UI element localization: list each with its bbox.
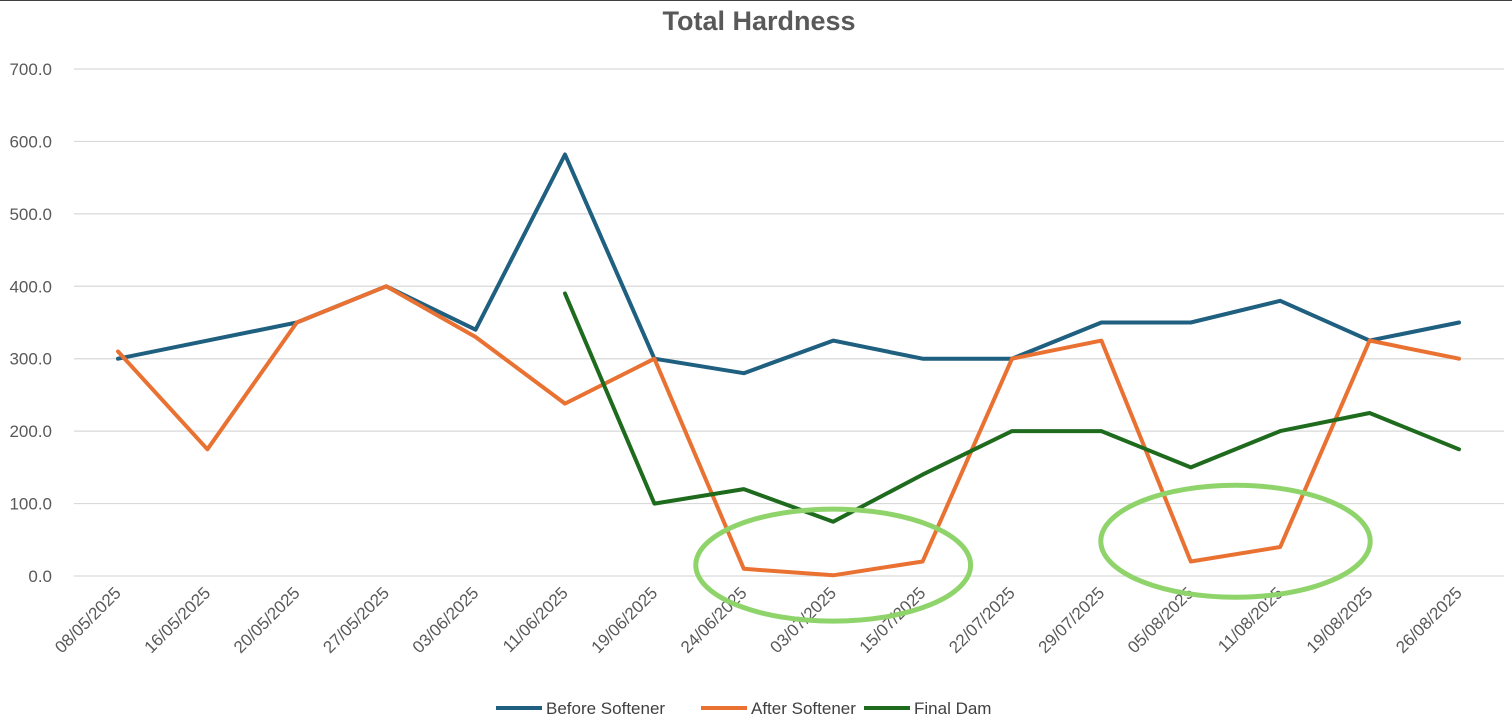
y-tick-label: 100.0 (9, 495, 52, 514)
y-tick-label: 300.0 (9, 350, 52, 369)
y-tick-label: 0.0 (28, 567, 52, 586)
legend-label: Before Softener (546, 699, 665, 718)
y-tick-label: 400.0 (9, 277, 52, 296)
legend-label: After Softener (751, 699, 856, 718)
series-line-after-softener (116, 284, 1461, 578)
chart-title: Total Hardness (662, 6, 855, 36)
highlight-ellipse (1098, 482, 1373, 600)
highlight-ellipse (693, 506, 974, 624)
highlight-annotations (693, 482, 1373, 624)
legend-label: Final Dam (914, 699, 991, 718)
y-axis-tick-labels: 0.0 100.0 200.0 300.0 400.0 500.0 600.0 700.0 (9, 60, 52, 586)
y-tick-label: 500.0 (9, 205, 52, 224)
series-line-final-dam (563, 291, 1461, 524)
y-tick-label: 200.0 (9, 422, 52, 441)
series-lines (116, 152, 1461, 578)
series-line-before-softener (116, 152, 1461, 376)
y-tick-label: 600.0 (9, 132, 52, 151)
y-tick-label: 700.0 (9, 60, 52, 79)
legend: Before Softener After Softener Final Dam (496, 699, 991, 718)
